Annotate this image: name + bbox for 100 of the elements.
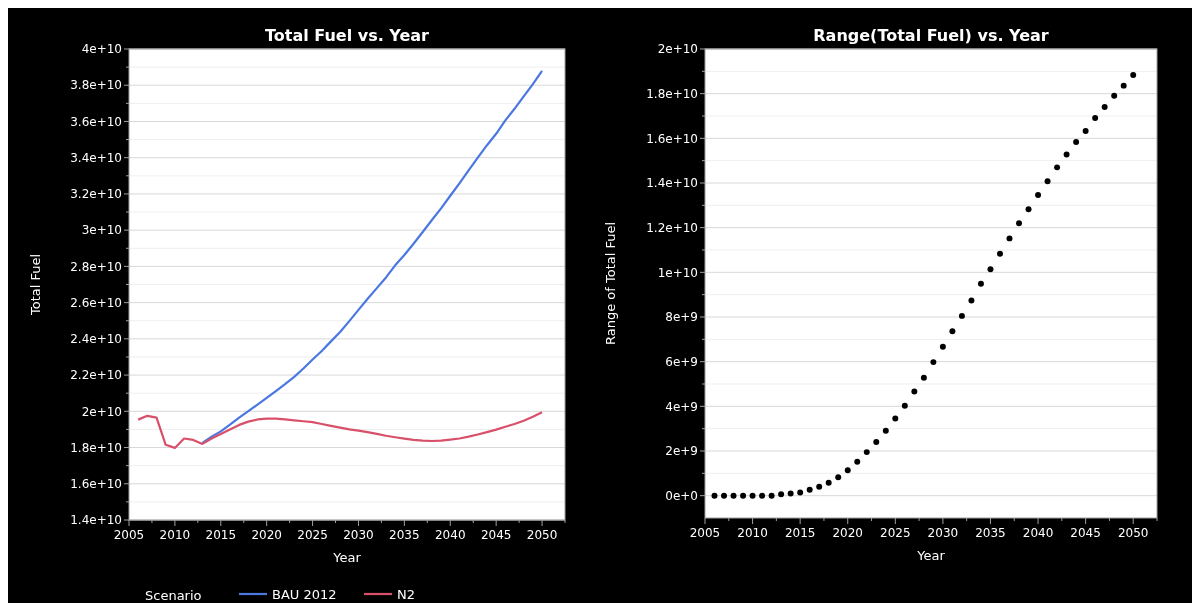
point bbox=[1082, 127, 1089, 134]
point bbox=[977, 280, 984, 287]
point bbox=[901, 402, 908, 409]
y-tick-label: 3.8e+10 bbox=[70, 78, 122, 93]
x-tick-label: 2025 bbox=[880, 526, 911, 540]
y-tick-label: 4e+9 bbox=[665, 399, 698, 414]
point bbox=[949, 328, 956, 335]
x-tick-label: 2045 bbox=[1070, 526, 1101, 540]
y-tick-label: 3e+10 bbox=[81, 223, 122, 238]
chart-title: Total Fuel vs. Year bbox=[265, 26, 430, 45]
y-tick-label: 2.6e+10 bbox=[70, 295, 122, 310]
y-tick-label: 2.2e+10 bbox=[70, 368, 122, 383]
point bbox=[749, 492, 756, 499]
y-tick-label: 2e+9 bbox=[665, 444, 698, 459]
point bbox=[730, 492, 737, 499]
x-axis-title: Year bbox=[916, 548, 946, 563]
point bbox=[1101, 104, 1108, 111]
point bbox=[958, 312, 965, 319]
point bbox=[1054, 164, 1061, 171]
point bbox=[1016, 220, 1023, 227]
point bbox=[873, 439, 880, 446]
point bbox=[1063, 151, 1070, 158]
point bbox=[854, 458, 861, 465]
x-tick-label: 2035 bbox=[975, 526, 1006, 540]
point bbox=[987, 266, 994, 273]
x-axis-title: Year bbox=[332, 550, 362, 565]
y-tick-label: 1.4e+10 bbox=[70, 513, 122, 528]
x-tick-label: 2025 bbox=[297, 528, 328, 542]
x-tick-label: 2030 bbox=[927, 526, 959, 540]
x-tick-label: 2050 bbox=[526, 528, 558, 542]
legend-label: N2 bbox=[397, 587, 415, 602]
y-tick-label: 3.4e+10 bbox=[70, 150, 122, 165]
point bbox=[882, 427, 889, 434]
point bbox=[911, 388, 918, 395]
point bbox=[1025, 206, 1032, 213]
y-tick-label: 1e+10 bbox=[657, 265, 698, 280]
point bbox=[759, 492, 766, 499]
y-tick-label: 1.4e+10 bbox=[646, 176, 698, 191]
y-tick-label: 3.2e+10 bbox=[70, 187, 122, 202]
point bbox=[1044, 178, 1051, 185]
point bbox=[835, 474, 842, 481]
y-tick-label: 2.4e+10 bbox=[70, 332, 122, 347]
x-tick-label: 2035 bbox=[389, 528, 420, 542]
y-tick-label: 1.6e+10 bbox=[646, 131, 698, 146]
y-tick-label: 8e+9 bbox=[665, 310, 698, 325]
point bbox=[920, 374, 927, 381]
x-tick-label: 2045 bbox=[480, 528, 512, 542]
point bbox=[711, 492, 718, 499]
point bbox=[1130, 71, 1137, 78]
point bbox=[740, 492, 747, 499]
y-axis-title: Total Fuel bbox=[28, 253, 43, 317]
point bbox=[997, 250, 1003, 257]
point bbox=[825, 479, 832, 486]
x-tick-label: 2050 bbox=[1117, 526, 1149, 540]
x-tick-label: 2010 bbox=[159, 528, 191, 542]
point bbox=[1035, 192, 1042, 199]
x-tick-label: 2010 bbox=[737, 526, 768, 540]
y-tick-label: 2e+10 bbox=[81, 404, 122, 419]
y-tick-label: 0e+0 bbox=[665, 488, 698, 503]
point bbox=[721, 492, 728, 499]
point bbox=[768, 492, 775, 499]
point bbox=[892, 415, 899, 422]
x-tick-label: 2040 bbox=[434, 528, 466, 542]
y-tick-label: 4e+10 bbox=[81, 42, 122, 57]
x-tick-label: 2020 bbox=[251, 528, 282, 542]
point bbox=[968, 297, 975, 304]
point bbox=[863, 449, 870, 456]
x-tick-label: 2020 bbox=[832, 526, 864, 540]
x-tick-label: 2015 bbox=[205, 528, 237, 542]
chart-title: Range(Total Fuel) vs. Year bbox=[813, 26, 1049, 45]
x-tick-label: 2040 bbox=[1022, 526, 1054, 540]
point bbox=[816, 483, 823, 490]
y-tick-label: 1.8e+10 bbox=[70, 440, 122, 455]
y-axis-title: Range of Total Fuel bbox=[603, 221, 618, 346]
point bbox=[930, 359, 937, 366]
y-tick-label: 3.6e+10 bbox=[70, 114, 122, 129]
x-tick-label: 2030 bbox=[343, 528, 374, 542]
point bbox=[939, 343, 946, 350]
legend-label: BAU 2012 bbox=[272, 587, 337, 602]
y-tick-label: 1.2e+10 bbox=[646, 220, 698, 235]
line-series bbox=[137, 411, 544, 449]
point bbox=[1111, 92, 1118, 99]
legend-title: Scenario bbox=[145, 588, 202, 603]
point bbox=[1006, 235, 1013, 242]
x-tick-label: 2005 bbox=[113, 528, 145, 542]
y-tick-label: 6e+9 bbox=[665, 354, 698, 369]
point bbox=[1092, 115, 1099, 121]
point bbox=[1073, 138, 1080, 145]
point bbox=[806, 486, 813, 493]
point bbox=[787, 490, 794, 497]
point bbox=[1120, 82, 1127, 89]
y-tick-label: 1.8e+10 bbox=[646, 86, 698, 101]
y-tick-label: 2.8e+10 bbox=[70, 259, 122, 274]
y-tick-label: 2e+10 bbox=[657, 42, 698, 57]
x-tick-label: 2015 bbox=[784, 526, 816, 540]
y-tick-label: 1.6e+10 bbox=[70, 476, 122, 491]
point bbox=[797, 489, 804, 496]
x-tick-label: 2005 bbox=[689, 526, 721, 540]
line-series bbox=[201, 69, 544, 444]
point bbox=[844, 467, 851, 474]
